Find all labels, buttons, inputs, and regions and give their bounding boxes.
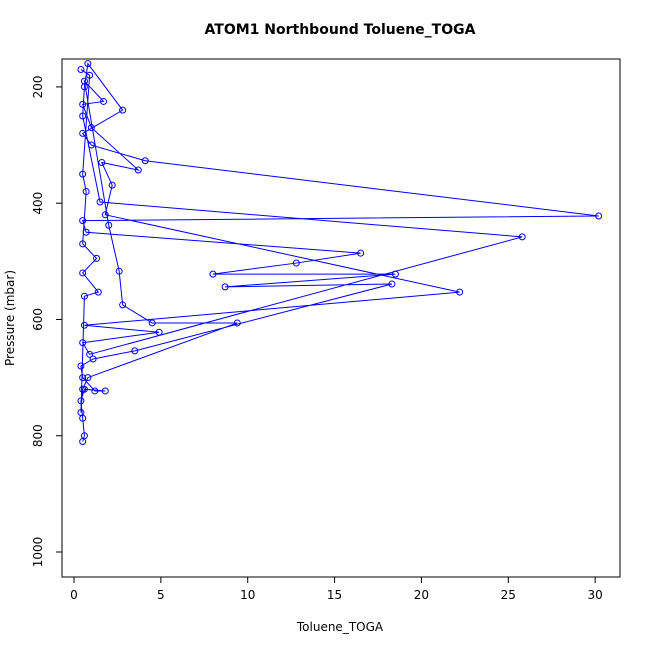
x-tick-label: 30 — [588, 588, 603, 602]
data-point — [79, 385, 87, 393]
data-point — [108, 181, 116, 189]
y-tick-label: 600 — [31, 308, 45, 331]
data-point — [100, 97, 108, 105]
data-point — [518, 233, 526, 241]
data-point — [105, 221, 113, 229]
data-point — [77, 408, 85, 416]
data-point — [101, 387, 109, 395]
data-point — [87, 124, 95, 132]
data-point — [84, 60, 92, 68]
data-point — [98, 158, 106, 166]
data-point — [80, 321, 88, 329]
x-axis-label: Toluene_TOGA — [296, 620, 384, 634]
y-tick-label: 200 — [31, 75, 45, 98]
data-point — [119, 106, 127, 114]
data-point — [84, 374, 92, 382]
data-point — [94, 288, 102, 296]
x-tick-label: 15 — [327, 588, 342, 602]
data-point — [79, 374, 87, 382]
y-tick-label: 800 — [31, 424, 45, 447]
y-tick-label: 1000 — [31, 537, 45, 568]
data-point — [79, 269, 87, 277]
data-point — [391, 270, 399, 278]
data-point — [292, 259, 300, 267]
plot-area — [77, 60, 603, 446]
x-tick-label: 0 — [70, 588, 78, 602]
data-point — [79, 339, 87, 347]
data-point — [131, 347, 139, 355]
data-point — [80, 432, 88, 440]
data-point — [86, 350, 94, 358]
data-point — [155, 328, 163, 336]
x-tick-label: 25 — [501, 588, 516, 602]
data-point — [80, 77, 88, 85]
data-point — [77, 362, 85, 370]
data-point — [79, 170, 87, 178]
data-point — [115, 267, 123, 275]
data-point — [93, 254, 101, 262]
data-point — [101, 211, 109, 219]
data-point — [119, 301, 127, 309]
chart-title: ATOM1 Northbound Toluene_TOGA — [205, 22, 476, 38]
data-point — [595, 212, 603, 220]
data-point — [141, 157, 149, 165]
data-point — [388, 280, 396, 288]
data-point — [357, 249, 365, 257]
data-point — [79, 100, 87, 108]
data-point — [79, 129, 87, 137]
data-point — [134, 166, 142, 174]
x-tick-label: 20 — [414, 588, 429, 602]
data-point — [456, 288, 464, 296]
y-axis-label: Pressure (mbar) — [3, 270, 17, 366]
data-point — [148, 319, 156, 327]
data-point — [86, 71, 94, 79]
data-point — [80, 292, 88, 300]
series-line — [80, 62, 599, 442]
data-point — [209, 270, 217, 278]
data-point — [82, 188, 90, 196]
x-tick-label: 5 — [157, 588, 165, 602]
data-point — [79, 112, 87, 120]
data-point — [79, 240, 87, 248]
data-point — [77, 65, 85, 73]
data-point — [89, 355, 97, 363]
data-point — [233, 319, 241, 327]
data-point — [221, 283, 229, 291]
y-tick-label: 400 — [31, 192, 45, 215]
data-point — [96, 198, 104, 206]
data-point — [91, 387, 99, 395]
data-point — [82, 228, 90, 236]
x-tick-label: 10 — [240, 588, 255, 602]
data-point — [77, 397, 85, 405]
data-point — [87, 141, 95, 149]
data-point — [79, 217, 87, 225]
